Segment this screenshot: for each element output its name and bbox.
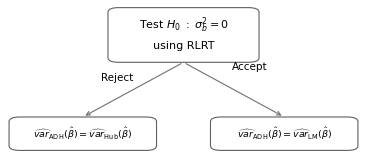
FancyBboxPatch shape	[211, 117, 358, 150]
Text: using RLRT: using RLRT	[153, 41, 214, 51]
FancyBboxPatch shape	[108, 8, 259, 62]
Text: Reject: Reject	[101, 73, 133, 82]
Text: $\widehat{\mathit{var}}_{\mathrm{ADH}}(\hat{\beta}) = \widehat{\mathit{var}}_{\m: $\widehat{\mathit{var}}_{\mathrm{ADH}}(\…	[33, 125, 132, 142]
Text: Accept: Accept	[232, 62, 268, 72]
Text: $\widehat{\mathit{var}}_{\mathrm{ADH}}(\hat{\beta}) = \widehat{\mathit{var}}_{\m: $\widehat{\mathit{var}}_{\mathrm{ADH}}(\…	[237, 125, 332, 142]
FancyBboxPatch shape	[9, 117, 156, 150]
Text: Test $H_0\;:\;\sigma_b^2 = 0$: Test $H_0\;:\;\sigma_b^2 = 0$	[139, 15, 228, 35]
